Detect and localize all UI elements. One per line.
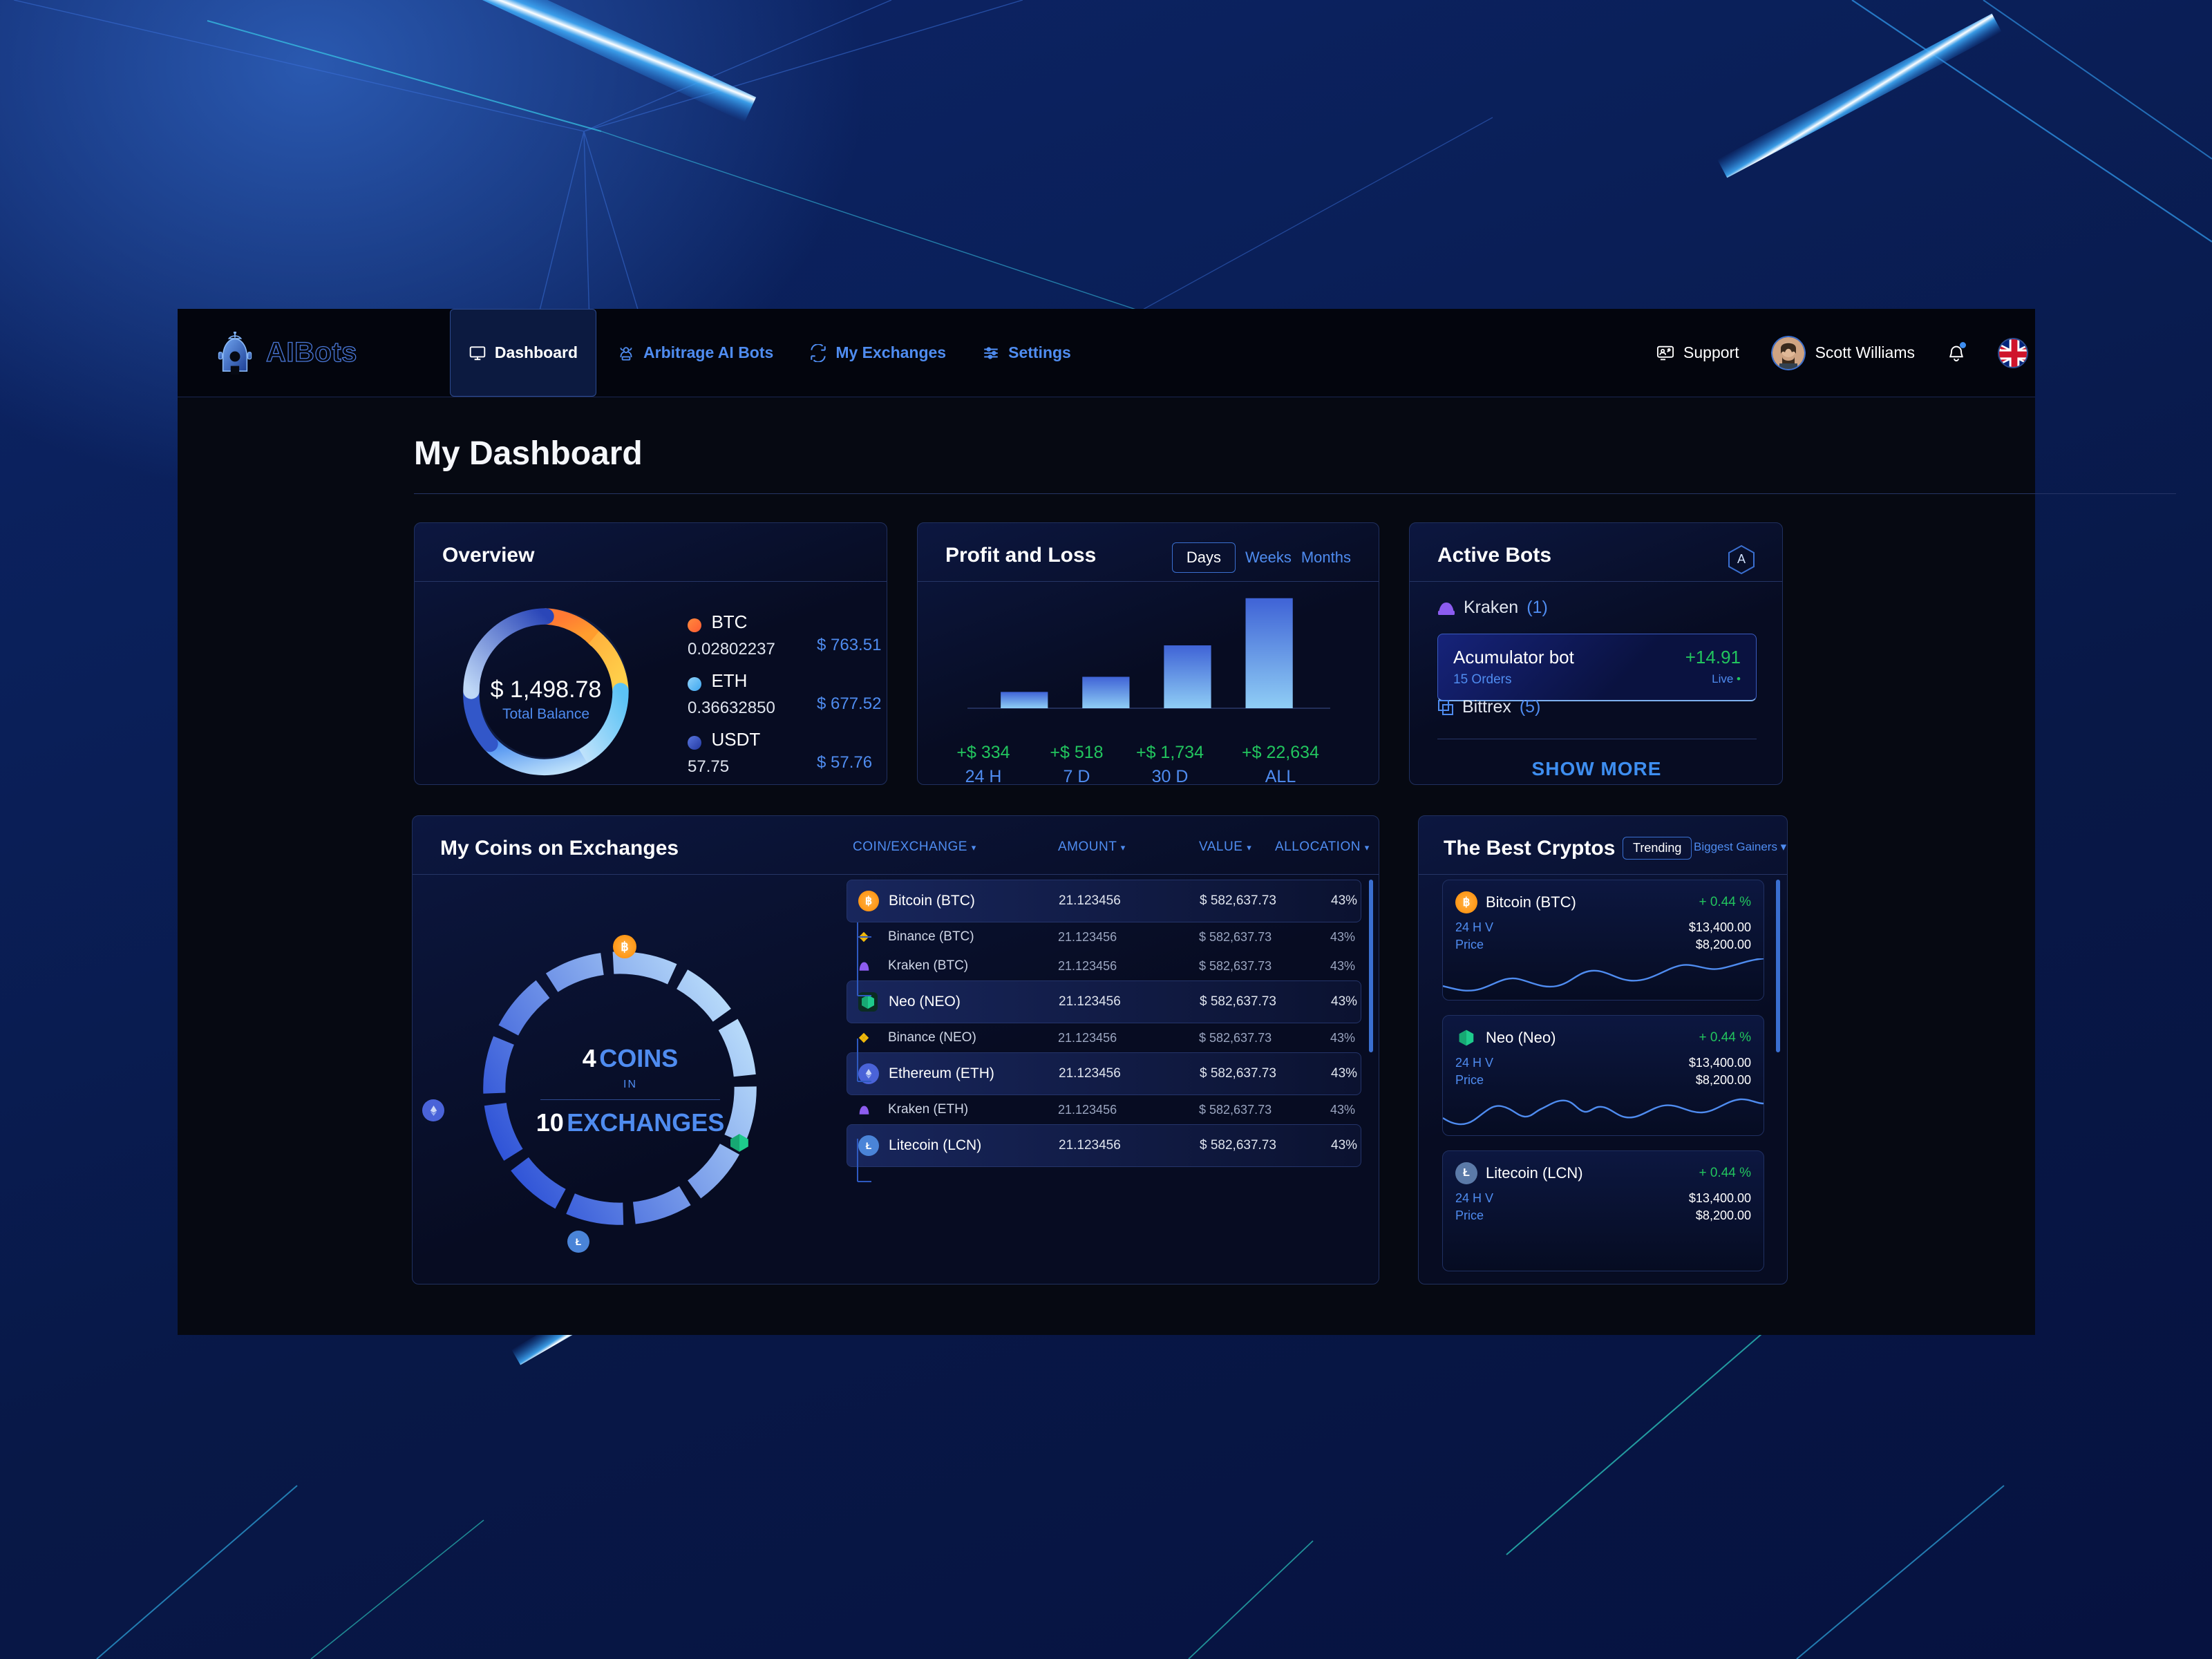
svg-text:A: A bbox=[1737, 552, 1746, 566]
